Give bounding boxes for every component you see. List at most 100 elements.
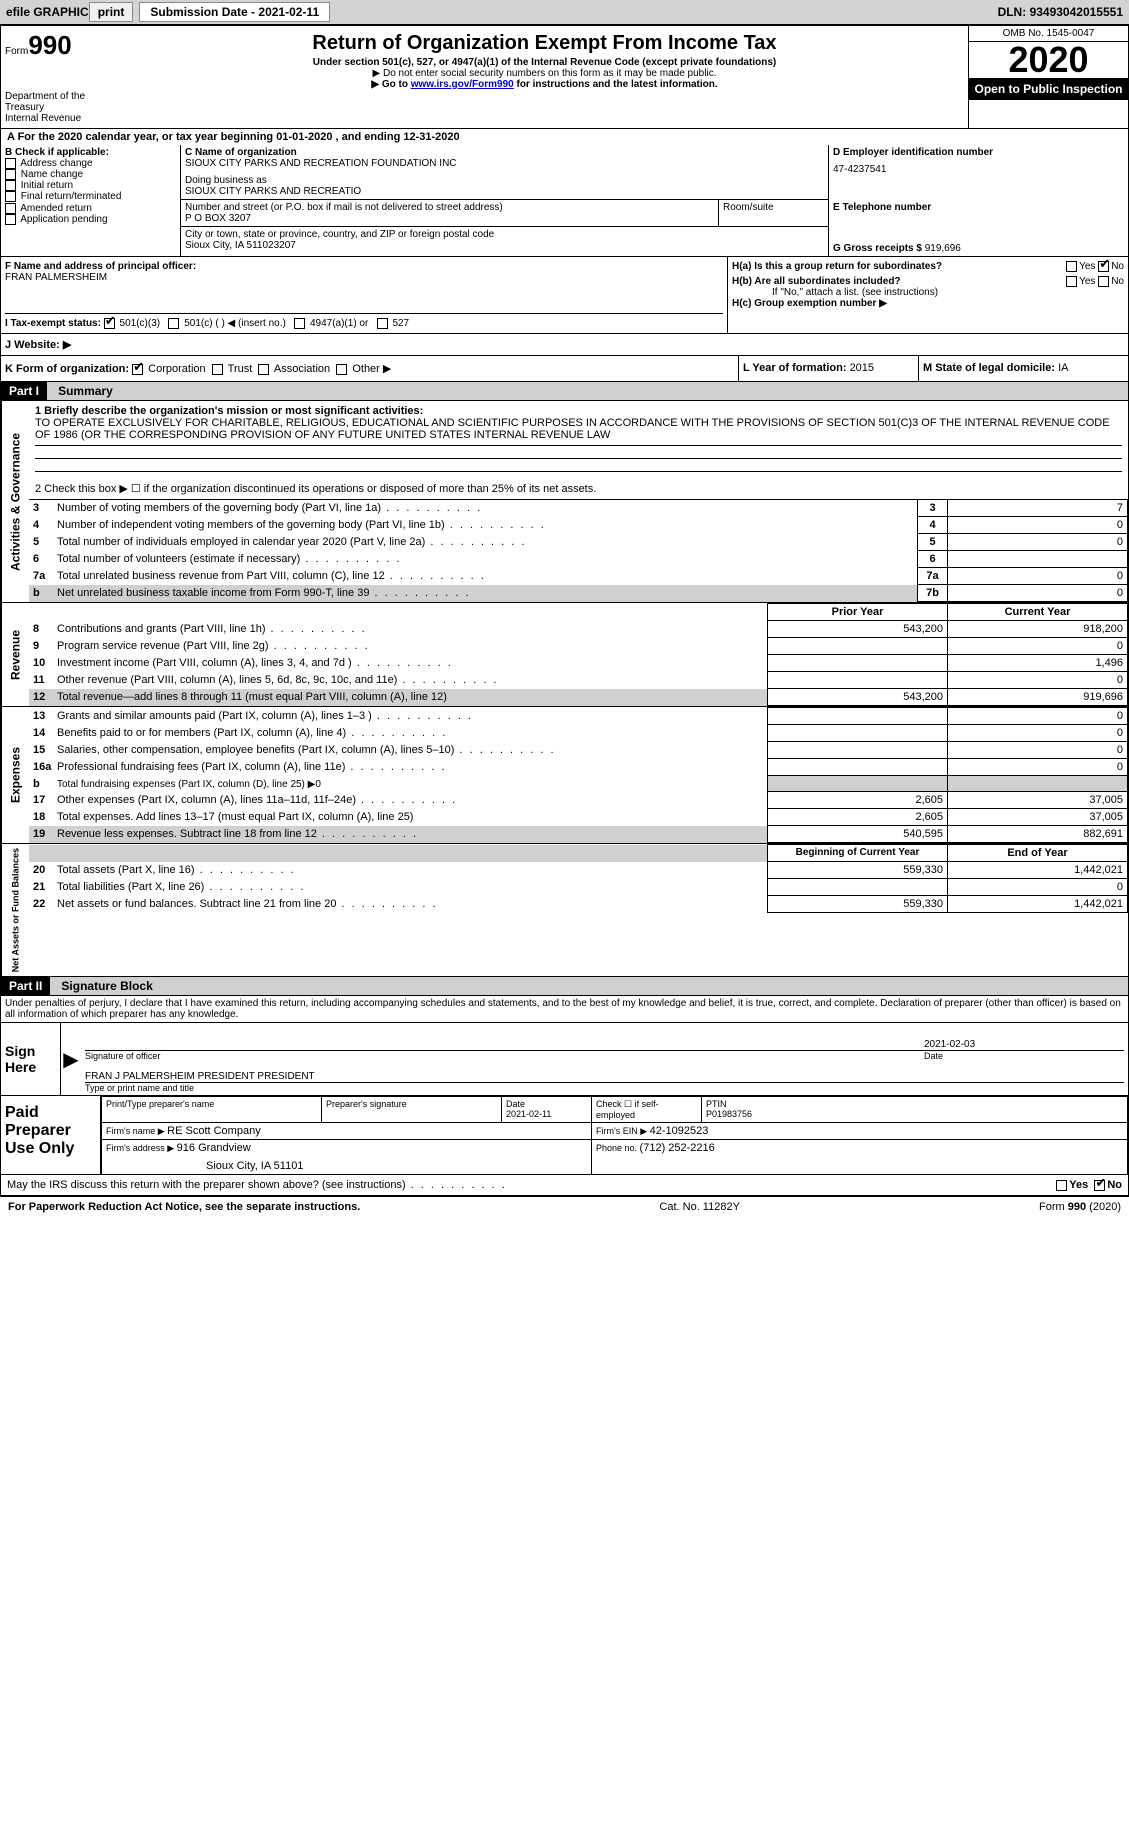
- table-row: 4Number of independent voting members of…: [29, 517, 1128, 534]
- check-pending[interactable]: [5, 214, 16, 225]
- preparer-date: 2021-02-11: [506, 1109, 551, 1119]
- section-c: C Name of organization SIOUX CITY PARKS …: [181, 145, 1128, 256]
- website-row: J Website: ▶: [0, 334, 1129, 356]
- firm-name: RE Scott Company: [167, 1125, 261, 1137]
- section-d: D Employer identification number 47-4237…: [828, 145, 1128, 200]
- paid-preparer-block: Paid Preparer Use Only Print/Type prepar…: [0, 1096, 1129, 1175]
- table-row: 16aProfessional fundraising fees (Part I…: [29, 759, 1128, 776]
- header-right: OMB No. 1545-0047 2020 Open to Public In…: [968, 26, 1128, 128]
- irs-label: Internal Revenue: [5, 113, 117, 124]
- table-row: 13Grants and similar amounts paid (Part …: [29, 708, 1128, 725]
- vlabel-rev: Revenue: [1, 603, 29, 706]
- check-initial[interactable]: [5, 180, 16, 191]
- ein: 47-4237541: [833, 164, 1124, 175]
- note-link: ▶ Go to www.irs.gov/Form990 for instruct…: [125, 79, 964, 90]
- check-address[interactable]: [5, 158, 16, 169]
- org-info-block: B Check if applicable: Address change Na…: [0, 145, 1129, 257]
- check-final[interactable]: [5, 191, 16, 202]
- submission-date: Submission Date - 2021-02-11: [139, 2, 330, 22]
- officer-block: F Name and address of principal officer:…: [0, 257, 1129, 334]
- preparer-table: Print/Type preparer's name Preparer's si…: [101, 1096, 1128, 1174]
- hb-no[interactable]: [1098, 276, 1109, 287]
- ptin: P01983756: [706, 1109, 752, 1119]
- table-row: 21Total liabilities (Part X, line 26)0: [29, 879, 1128, 896]
- expenses-table: 13Grants and similar amounts paid (Part …: [29, 707, 1128, 843]
- check-527[interactable]: [377, 318, 388, 329]
- irs-link[interactable]: www.irs.gov/Form990: [411, 79, 514, 90]
- tax-year-row: A For the 2020 calendar year, or tax yea…: [0, 129, 1129, 145]
- ag-table: 3Number of voting members of the governi…: [29, 499, 1128, 602]
- open-public: Open to Public Inspection: [969, 78, 1128, 100]
- principal-officer: FRAN PALMERSHEIM: [5, 272, 723, 283]
- sign-date: 2021-02-03: [924, 1039, 1124, 1050]
- address: P O BOX 3207: [185, 213, 714, 224]
- net-assets-table: Beginning of Current YearEnd of Year 20T…: [29, 844, 1128, 913]
- top-bar: efile GRAPHIC print Submission Date - 20…: [0, 0, 1129, 25]
- discuss-row: May the IRS discuss this return with the…: [0, 1175, 1129, 1196]
- note-ssn: ▶ Do not enter social security numbers o…: [125, 68, 964, 79]
- vlabel-nab: Net Assets or Fund Balances: [1, 844, 29, 976]
- check-amended[interactable]: [5, 203, 16, 214]
- cat-no: Cat. No. 11282Y: [659, 1201, 740, 1213]
- check-corp[interactable]: [132, 364, 143, 375]
- check-name[interactable]: [5, 169, 16, 180]
- city-state: Sioux City, IA 511023207: [185, 240, 824, 251]
- tax-year: 2020: [969, 42, 1128, 78]
- firm-address: 916 Grandview: [177, 1142, 251, 1154]
- expenses-section: Expenses 13Grants and similar amounts pa…: [0, 707, 1129, 844]
- form-subtitle: Under section 501(c), 527, or 4947(a)(1)…: [125, 57, 964, 68]
- discuss-yes[interactable]: [1056, 1180, 1067, 1191]
- vlabel-exp: Expenses: [1, 707, 29, 843]
- ha-no[interactable]: [1098, 261, 1109, 272]
- gross-receipts: 919,696: [925, 243, 961, 254]
- table-row: 5Total number of individuals employed in…: [29, 534, 1128, 551]
- table-row: 14Benefits paid to or for members (Part …: [29, 725, 1128, 742]
- efile-label: efile GRAPHIC: [6, 5, 89, 19]
- firm-ein: 42-1092523: [650, 1125, 709, 1137]
- table-row: 22Net assets or fund balances. Subtract …: [29, 896, 1128, 913]
- paid-preparer-label: Paid Preparer Use Only: [1, 1096, 101, 1174]
- dba: SIOUX CITY PARKS AND RECREATIO: [185, 186, 824, 197]
- table-row: 17Other expenses (Part IX, column (A), l…: [29, 792, 1128, 809]
- dln: DLN: 93493042015551: [998, 5, 1123, 19]
- table-row: 7aTotal unrelated business revenue from …: [29, 568, 1128, 585]
- table-row: 9Program service revenue (Part VIII, lin…: [29, 638, 1128, 655]
- part1-header: Part I Summary: [0, 382, 1129, 401]
- form-header: Form990 Department of the Treasury Inter…: [0, 25, 1129, 129]
- table-row: 18Total expenses. Add lines 13–17 (must …: [29, 809, 1128, 826]
- table-row: 11Other revenue (Part VIII, column (A), …: [29, 672, 1128, 689]
- header-left: Form990 Department of the Treasury Inter…: [1, 26, 121, 128]
- net-assets-section: Net Assets or Fund Balances Beginning of…: [0, 844, 1129, 977]
- table-row: 3Number of voting members of the governi…: [29, 500, 1128, 517]
- table-row: 19Revenue less expenses. Subtract line 1…: [29, 826, 1128, 843]
- officer-name: FRAN J PALMERSHEIM PRESIDENT PRESIDENT: [85, 1061, 1124, 1083]
- table-row: 15Salaries, other compensation, employee…: [29, 742, 1128, 759]
- table-row: 10Investment income (Part VIII, column (…: [29, 655, 1128, 672]
- revenue-table: Prior YearCurrent Year 8Contributions an…: [29, 603, 1128, 706]
- declaration: Under penalties of perjury, I declare th…: [0, 996, 1129, 1023]
- table-row: bTotal fundraising expenses (Part IX, co…: [29, 776, 1128, 792]
- check-501c3[interactable]: [104, 318, 115, 329]
- print-button[interactable]: print: [89, 2, 134, 22]
- part2-header: Part II Signature Block: [0, 977, 1129, 996]
- ha-yes[interactable]: [1066, 261, 1077, 272]
- discuss-no[interactable]: [1094, 1180, 1105, 1191]
- org-name: SIOUX CITY PARKS AND RECREATION FOUNDATI…: [185, 158, 824, 169]
- form-org-row: K Form of organization: Corporation Trus…: [0, 356, 1129, 382]
- check-assoc[interactable]: [258, 364, 269, 375]
- firm-phone: (712) 252-2216: [640, 1142, 715, 1154]
- table-row: 20Total assets (Part X, line 16)559,3301…: [29, 862, 1128, 879]
- section-b: B Check if applicable: Address change Na…: [1, 145, 181, 256]
- table-row: 8Contributions and grants (Part VIII, li…: [29, 621, 1128, 638]
- room-suite: Room/suite: [718, 200, 828, 227]
- form-title: Return of Organization Exempt From Incom…: [125, 32, 964, 55]
- check-4947[interactable]: [294, 318, 305, 329]
- officer-sig-line[interactable]: [85, 1039, 924, 1050]
- year-formation: 2015: [850, 362, 874, 374]
- hb-yes[interactable]: [1066, 276, 1077, 287]
- sign-here-label: Sign Here: [1, 1023, 61, 1095]
- check-other[interactable]: [336, 364, 347, 375]
- check-trust[interactable]: [212, 364, 223, 375]
- check-501c[interactable]: [168, 318, 179, 329]
- state-domicile: IA: [1058, 362, 1068, 374]
